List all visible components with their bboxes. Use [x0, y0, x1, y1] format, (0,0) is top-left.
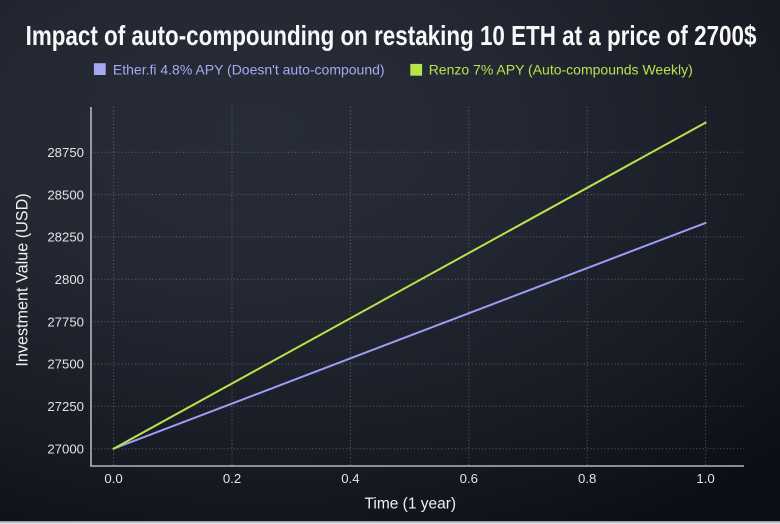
svg-text:Ether.fi 4.8% APY (Doesn't aut: Ether.fi 4.8% APY (Doesn't auto-compound… [113, 61, 385, 77]
svg-text:1.0: 1.0 [696, 471, 714, 486]
svg-text:0.0: 0.0 [104, 471, 122, 486]
svg-text:28500: 28500 [47, 187, 84, 202]
svg-text:27000: 27000 [47, 441, 84, 456]
svg-text:28250: 28250 [47, 230, 84, 245]
svg-text:Investment Value (USD): Investment Value (USD) [14, 193, 32, 366]
svg-text:2800: 2800 [55, 272, 84, 287]
svg-text:0.4: 0.4 [341, 471, 359, 486]
svg-text:27500: 27500 [47, 357, 84, 372]
svg-text:0.6: 0.6 [460, 471, 478, 486]
svg-text:28750: 28750 [47, 145, 84, 160]
svg-text:Impact of auto-compounding on: Impact of auto-compounding on restaking … [26, 21, 757, 52]
svg-text:27250: 27250 [47, 399, 84, 414]
svg-text:Time (1 year): Time (1 year) [365, 496, 457, 513]
svg-text:Renzo 7% APY (Auto-compounds W: Renzo 7% APY (Auto-compounds Weekly) [429, 62, 693, 78]
svg-text:0.2: 0.2 [223, 471, 241, 486]
svg-text:0.8: 0.8 [578, 471, 596, 486]
svg-text:27750: 27750 [47, 314, 84, 329]
